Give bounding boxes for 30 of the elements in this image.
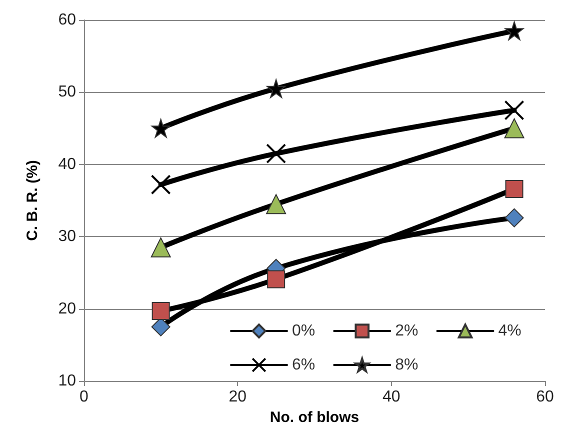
y-tick-label: 20 <box>58 300 76 318</box>
point <box>504 208 524 228</box>
legend-label: 4% <box>498 322 522 340</box>
x-tick-label: 0 <box>80 388 89 406</box>
point <box>152 302 170 320</box>
y-tick-label: 30 <box>58 228 76 246</box>
y-tick-label: 60 <box>58 12 76 28</box>
point <box>150 237 171 258</box>
x-axis-title: No. of blows <box>270 408 360 426</box>
point <box>151 118 170 138</box>
point <box>504 100 524 120</box>
y-tick-label: 10 <box>58 372 76 390</box>
y-axis-title: C. B. R. (%) <box>24 160 41 241</box>
legend-label: 8% <box>395 356 418 374</box>
y-tick-label: 40 <box>58 156 76 173</box>
x-tick-label: 40 <box>382 388 400 406</box>
legend-label: 2% <box>395 322 418 340</box>
point <box>504 118 524 138</box>
x-tick-label: 60 <box>536 388 554 406</box>
point <box>504 21 524 40</box>
point <box>266 194 286 214</box>
y-tick-label: 50 <box>58 84 76 101</box>
point <box>266 79 286 98</box>
point <box>266 144 286 164</box>
point <box>505 180 524 198</box>
legend-label: 0% <box>292 322 316 340</box>
point <box>150 174 171 195</box>
legend-label: 6% <box>292 356 316 374</box>
x-tick-label: 20 <box>228 388 247 406</box>
point <box>267 270 286 288</box>
